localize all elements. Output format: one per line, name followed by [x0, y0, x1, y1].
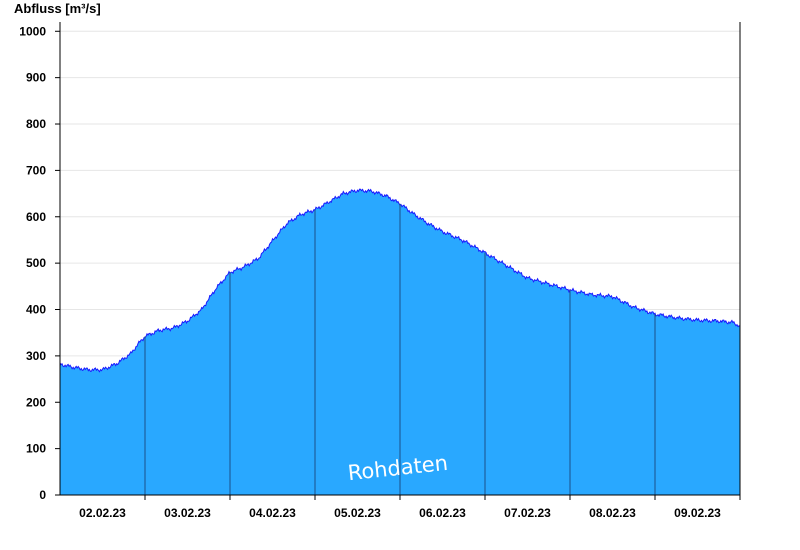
x-ticks: 02.02.23 03.02.23 04.02.23 05.02.23 06.02.23… — [79, 495, 741, 520]
x-tick-label-2: 04.02.23 — [249, 506, 296, 520]
y-ticks: 0 100 200 300 400 500 600 700 800 900 1000 — [19, 24, 60, 502]
y-tick-label-800: 800 — [26, 117, 46, 131]
y-tick-label-900: 900 — [26, 71, 46, 85]
y-tick-label-0: 0 — [39, 488, 46, 502]
day-dividers — [144, 203, 656, 495]
x-tick-label-4: 06.02.23 — [419, 506, 466, 520]
y-tick-label-100: 100 — [26, 442, 46, 456]
y-tick-label-500: 500 — [26, 256, 46, 270]
y-axis-title: Abfluss [m³/s] — [14, 1, 101, 16]
x-tick-label-1: 03.02.23 — [164, 506, 211, 520]
x-tick-label-3: 05.02.23 — [334, 506, 381, 520]
x-tick-label-0: 02.02.23 — [79, 506, 126, 520]
y-tick-label-600: 600 — [26, 210, 46, 224]
x-tick-label-6: 08.02.23 — [589, 506, 636, 520]
y-tick-label-200: 200 — [26, 395, 46, 409]
y-tick-label-300: 300 — [26, 349, 46, 363]
y-tick-label-400: 400 — [26, 303, 46, 317]
y-tick-label-700: 700 — [26, 163, 46, 177]
x-tick-label-5: 07.02.23 — [504, 506, 551, 520]
x-tick-label-7: 09.02.23 — [674, 506, 721, 520]
y-tick-label-1000: 1000 — [19, 24, 46, 38]
